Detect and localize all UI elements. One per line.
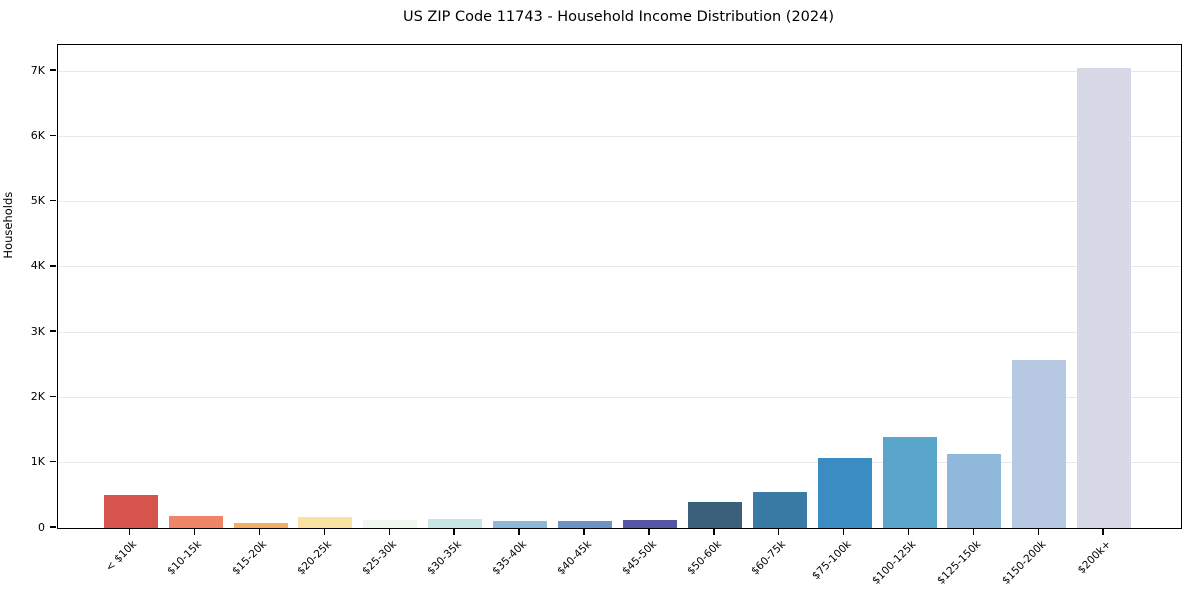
x-tick-mark xyxy=(648,528,650,535)
y-tick-label: 0 xyxy=(38,520,45,534)
bar xyxy=(947,454,1002,528)
bar xyxy=(1077,67,1132,528)
gridline xyxy=(58,331,1181,333)
chart-title: US ZIP Code 11743 - Household Income Dis… xyxy=(402,9,835,25)
bar xyxy=(622,519,677,528)
bar xyxy=(752,492,807,528)
x-tick-label: $30-35k xyxy=(424,538,464,578)
x-tick-label: $45-50k xyxy=(619,538,659,578)
x-tick-mark xyxy=(128,528,131,535)
y-tick-mark xyxy=(50,395,56,398)
x-tick-mark xyxy=(193,528,196,535)
x-tick-label: $200k+ xyxy=(1075,538,1113,577)
x-tick-label: $100-125k xyxy=(869,538,919,587)
y-tick-mark xyxy=(50,330,56,332)
y-tick-mark xyxy=(50,460,56,463)
x-tick-label: $50-60k xyxy=(684,538,724,578)
y-tick-mark xyxy=(50,199,56,202)
bar xyxy=(428,518,483,528)
gridline xyxy=(58,135,1181,137)
y-tick-label: 1K xyxy=(30,455,45,469)
bar xyxy=(817,458,872,528)
y-tick-label: 5K xyxy=(30,194,45,208)
bar xyxy=(103,495,158,528)
x-tick-label: $60-75k xyxy=(749,538,789,578)
bar xyxy=(882,437,937,528)
bar xyxy=(558,521,612,528)
x-tick-mark xyxy=(1037,528,1040,535)
x-tick-mark xyxy=(583,528,585,535)
x-tick-mark xyxy=(713,528,715,535)
bar xyxy=(168,516,223,528)
x-tick-label: $150-200k xyxy=(999,538,1049,587)
bar xyxy=(363,520,418,528)
y-tick-label: 4K xyxy=(30,259,45,273)
x-tick-mark xyxy=(258,528,261,535)
x-tick-mark xyxy=(842,528,845,535)
x-tick-label: $125-150k xyxy=(934,538,984,587)
bar xyxy=(233,522,288,528)
x-tick-label: $25-30k xyxy=(360,538,400,578)
gridline xyxy=(58,396,1181,398)
x-tick-label: $40-45k xyxy=(554,538,594,578)
y-tick-mark xyxy=(50,265,56,267)
gridline xyxy=(58,266,1181,268)
y-tick-label: 2K xyxy=(30,389,45,403)
x-tick-mark xyxy=(323,528,326,535)
x-tick-mark xyxy=(453,528,455,535)
bar xyxy=(298,517,353,528)
gridline xyxy=(58,70,1181,72)
x-tick-mark xyxy=(972,528,975,535)
plot-area xyxy=(57,44,1182,529)
x-tick-mark xyxy=(777,528,780,535)
x-tick-label: $15-20k xyxy=(230,538,270,578)
y-tick-mark xyxy=(50,134,56,137)
x-tick-label: $10-15k xyxy=(165,538,205,578)
x-tick-mark xyxy=(388,528,391,535)
y-tick-label: 6K xyxy=(30,128,45,142)
y-tick-label: 3K xyxy=(30,324,45,338)
gridline xyxy=(58,462,1181,464)
x-tick-label: $75-100k xyxy=(809,538,854,583)
y-tick-mark xyxy=(50,69,56,71)
x-tick-mark xyxy=(907,528,910,535)
x-tick-label: $20-25k xyxy=(295,538,335,578)
bar xyxy=(1012,359,1067,528)
x-tick-label: $35-40k xyxy=(489,538,529,578)
bar xyxy=(493,520,548,528)
x-tick-mark xyxy=(1102,528,1104,535)
gridline xyxy=(58,201,1181,203)
x-tick-mark xyxy=(518,528,520,535)
y-tick-mark xyxy=(50,526,56,528)
bar xyxy=(687,501,742,528)
y-tick-label: 7K xyxy=(30,63,45,77)
x-tick-label: < $10k xyxy=(103,538,140,574)
